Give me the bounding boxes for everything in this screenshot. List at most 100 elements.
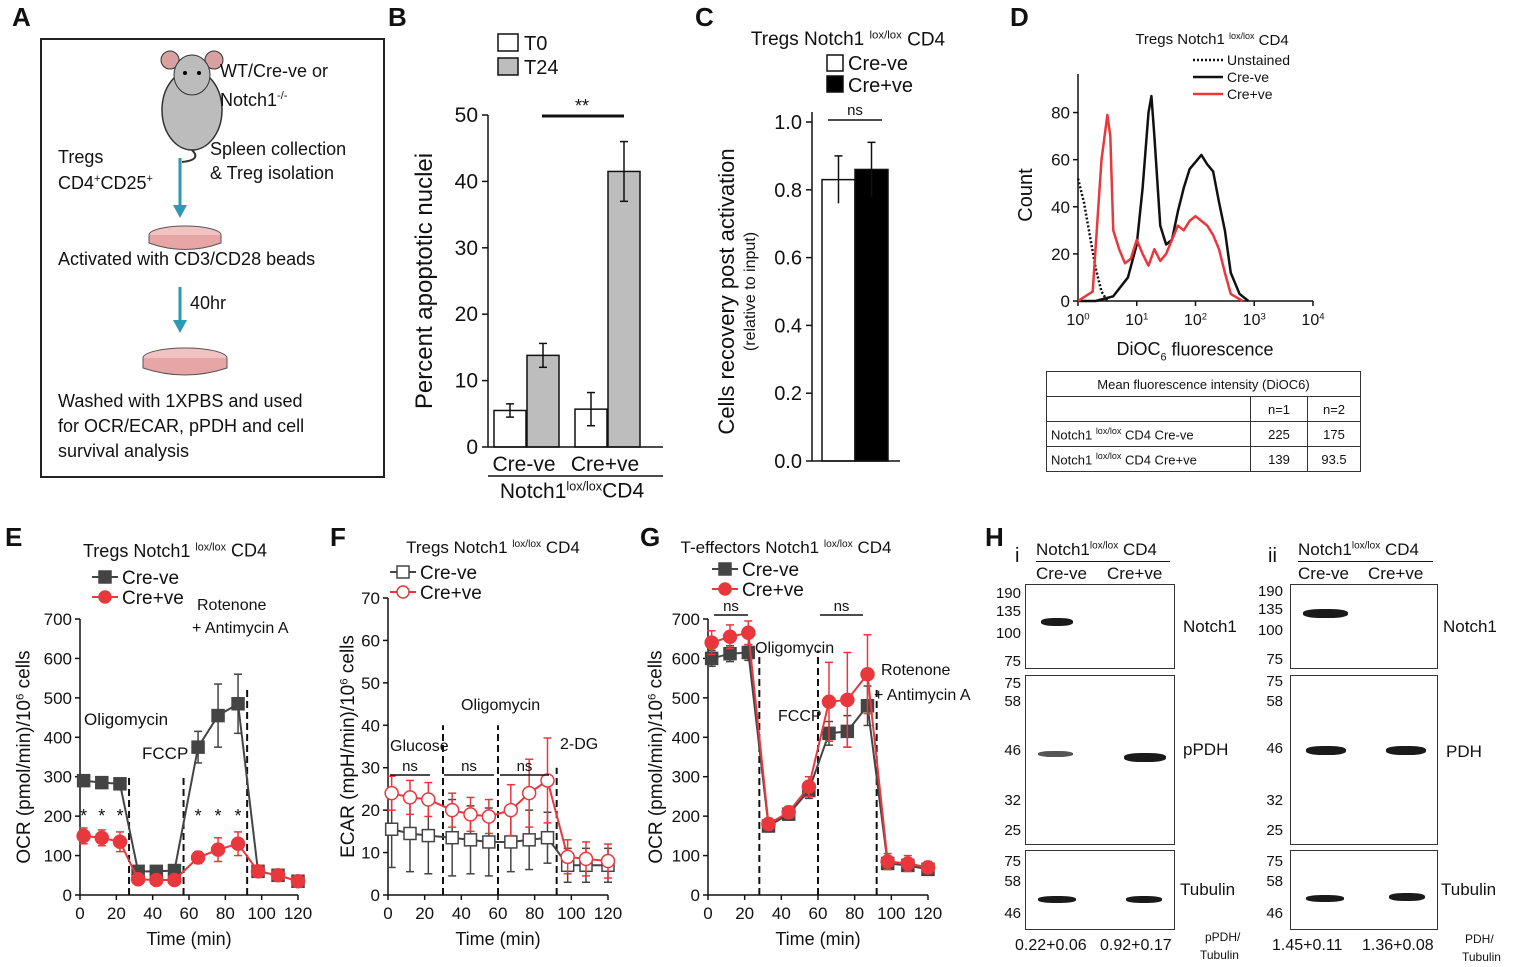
data-point bbox=[504, 835, 518, 849]
y-axis-label: Count bbox=[1015, 168, 1037, 222]
data-point bbox=[600, 853, 616, 869]
chart-title: Tregs Notch1 lox/lox CD4 bbox=[751, 29, 946, 50]
data-point bbox=[149, 872, 164, 888]
y-tick-label: 0.2 bbox=[774, 383, 802, 405]
blot-i-ppdh bbox=[1025, 675, 1175, 845]
data-point bbox=[402, 790, 418, 805]
data-point bbox=[761, 816, 776, 832]
significance-star: * bbox=[80, 806, 87, 826]
spleen-label-1: Spleen collection bbox=[210, 139, 347, 159]
blot-i-col-1: Cre-ve bbox=[1036, 564, 1088, 583]
y-tick-label: 50 bbox=[361, 674, 380, 693]
data-point bbox=[540, 830, 555, 845]
legend-label: T24 bbox=[524, 57, 558, 79]
panel-label-c: C bbox=[695, 2, 714, 32]
data-point bbox=[76, 828, 91, 844]
legend-swatch bbox=[497, 57, 519, 76]
mouse-icon bbox=[160, 50, 224, 163]
x-tick-label: 20 bbox=[415, 904, 434, 923]
significance-star: * bbox=[235, 806, 242, 826]
data-point bbox=[444, 802, 460, 818]
x-axis-label: Time (min) bbox=[455, 929, 540, 949]
legend-marker bbox=[718, 582, 732, 596]
data-point bbox=[522, 833, 536, 847]
blot-i-tubulin bbox=[1025, 850, 1175, 930]
significance-label: ns bbox=[834, 598, 850, 615]
y-tick-label: 300 bbox=[672, 768, 700, 787]
time-label: 40hr bbox=[190, 293, 227, 313]
data-point bbox=[113, 777, 127, 791]
legend-swatch bbox=[826, 54, 844, 72]
data-point bbox=[230, 836, 246, 851]
washed-label-1: Washed with 1XPBS and used bbox=[58, 391, 303, 411]
y-tick-label: 40 bbox=[455, 170, 478, 193]
annotation-rotenone: Rotenone bbox=[197, 597, 266, 614]
bar bbox=[854, 168, 889, 462]
data-point bbox=[900, 856, 916, 871]
mouse-label-1: WT/Cre-ve or bbox=[220, 61, 328, 81]
panel-label-b: B bbox=[388, 2, 407, 32]
chart-b: 0 10 20 30 40 50 Percent apoptotic nuclei Cre-v… bbox=[411, 33, 663, 503]
series-line bbox=[1078, 94, 1250, 303]
ratio-i-2: 0.92+0.17 bbox=[1100, 937, 1172, 954]
data-point bbox=[445, 830, 459, 845]
y-tick-label: 0 bbox=[371, 886, 380, 905]
significance-label: ns bbox=[461, 758, 477, 775]
blot-ii-col-2: Cre+ve bbox=[1368, 564, 1424, 583]
data-point bbox=[130, 871, 146, 887]
y-tick-label: 300 bbox=[44, 768, 72, 787]
x-tick-label: 100 bbox=[1066, 311, 1089, 329]
data-point bbox=[421, 828, 436, 843]
chart-f: Tregs Notch1 lox/lox CD4 0 10 20 30 40 50 60 70 0… bbox=[337, 538, 622, 949]
x-tick-label: 80 bbox=[216, 904, 235, 923]
data-point bbox=[190, 850, 206, 865]
annotation-oligomycin: Oligomycin bbox=[461, 697, 540, 714]
legend-label: Cre-ve bbox=[1227, 69, 1269, 85]
tregs-label-2: CD4+CD25+ bbox=[58, 173, 153, 193]
significance-label: ns bbox=[723, 598, 739, 615]
series-line bbox=[83, 702, 299, 883]
x-tick-label: 40 bbox=[452, 904, 471, 923]
workflow-graphics bbox=[142, 50, 228, 376]
mfi-table: Mean fluorescence intensity (DiOC6) n=1 n… bbox=[1046, 371, 1361, 472]
x-category-label: Cre+ve bbox=[571, 453, 639, 476]
significance-star: * bbox=[215, 806, 222, 826]
y-tick-label: 600 bbox=[672, 649, 700, 668]
legend-label: Unstained bbox=[1227, 52, 1290, 68]
x-tick-label: 60 bbox=[809, 904, 828, 923]
x-tick-label: 40 bbox=[143, 904, 162, 923]
x-tick-label: 120 bbox=[284, 904, 312, 923]
legend-marker bbox=[98, 590, 112, 604]
panel-label-a: A bbox=[12, 2, 31, 32]
significance-label: ns bbox=[517, 758, 533, 775]
legend-label: Cre+ve bbox=[848, 75, 913, 97]
significance-label: ns bbox=[402, 758, 418, 775]
data-point bbox=[741, 625, 756, 641]
significance-label: ns bbox=[847, 102, 863, 119]
y-tick-label: 30 bbox=[361, 759, 380, 778]
data-point bbox=[211, 708, 225, 723]
x-tick-label: 100 bbox=[877, 904, 905, 923]
table-row: Notch1 lox/lox CD4 Cre-ve 225 175 bbox=[1046, 421, 1361, 447]
y-tick-label: 20 bbox=[1051, 245, 1070, 264]
chart-title: Tregs Notch1 lox/lox CD4 bbox=[406, 538, 580, 557]
y-tick-label: 40 bbox=[1051, 198, 1070, 217]
legend-marker bbox=[718, 562, 732, 576]
data-point bbox=[95, 775, 109, 790]
annotation-fccp: FCCP bbox=[778, 708, 822, 725]
data-point bbox=[920, 860, 936, 875]
y-tick-label: 0 bbox=[691, 886, 700, 905]
x-tick-label: 0 bbox=[703, 904, 712, 923]
data-point bbox=[191, 740, 205, 754]
blot-ii-label-tubulin: Tubulin bbox=[1441, 880, 1497, 899]
x-tick-label: 0 bbox=[383, 904, 392, 923]
y-tick-label: 0.8 bbox=[774, 180, 802, 202]
bar bbox=[526, 354, 560, 448]
data-point bbox=[723, 646, 737, 661]
data-point bbox=[521, 785, 537, 801]
spleen-label-2: & Treg isolation bbox=[210, 163, 335, 183]
blot-ii-notch1 bbox=[1290, 584, 1438, 669]
y-tick-label: 0 bbox=[63, 886, 72, 905]
legend-label: Cre-ve bbox=[420, 563, 477, 584]
